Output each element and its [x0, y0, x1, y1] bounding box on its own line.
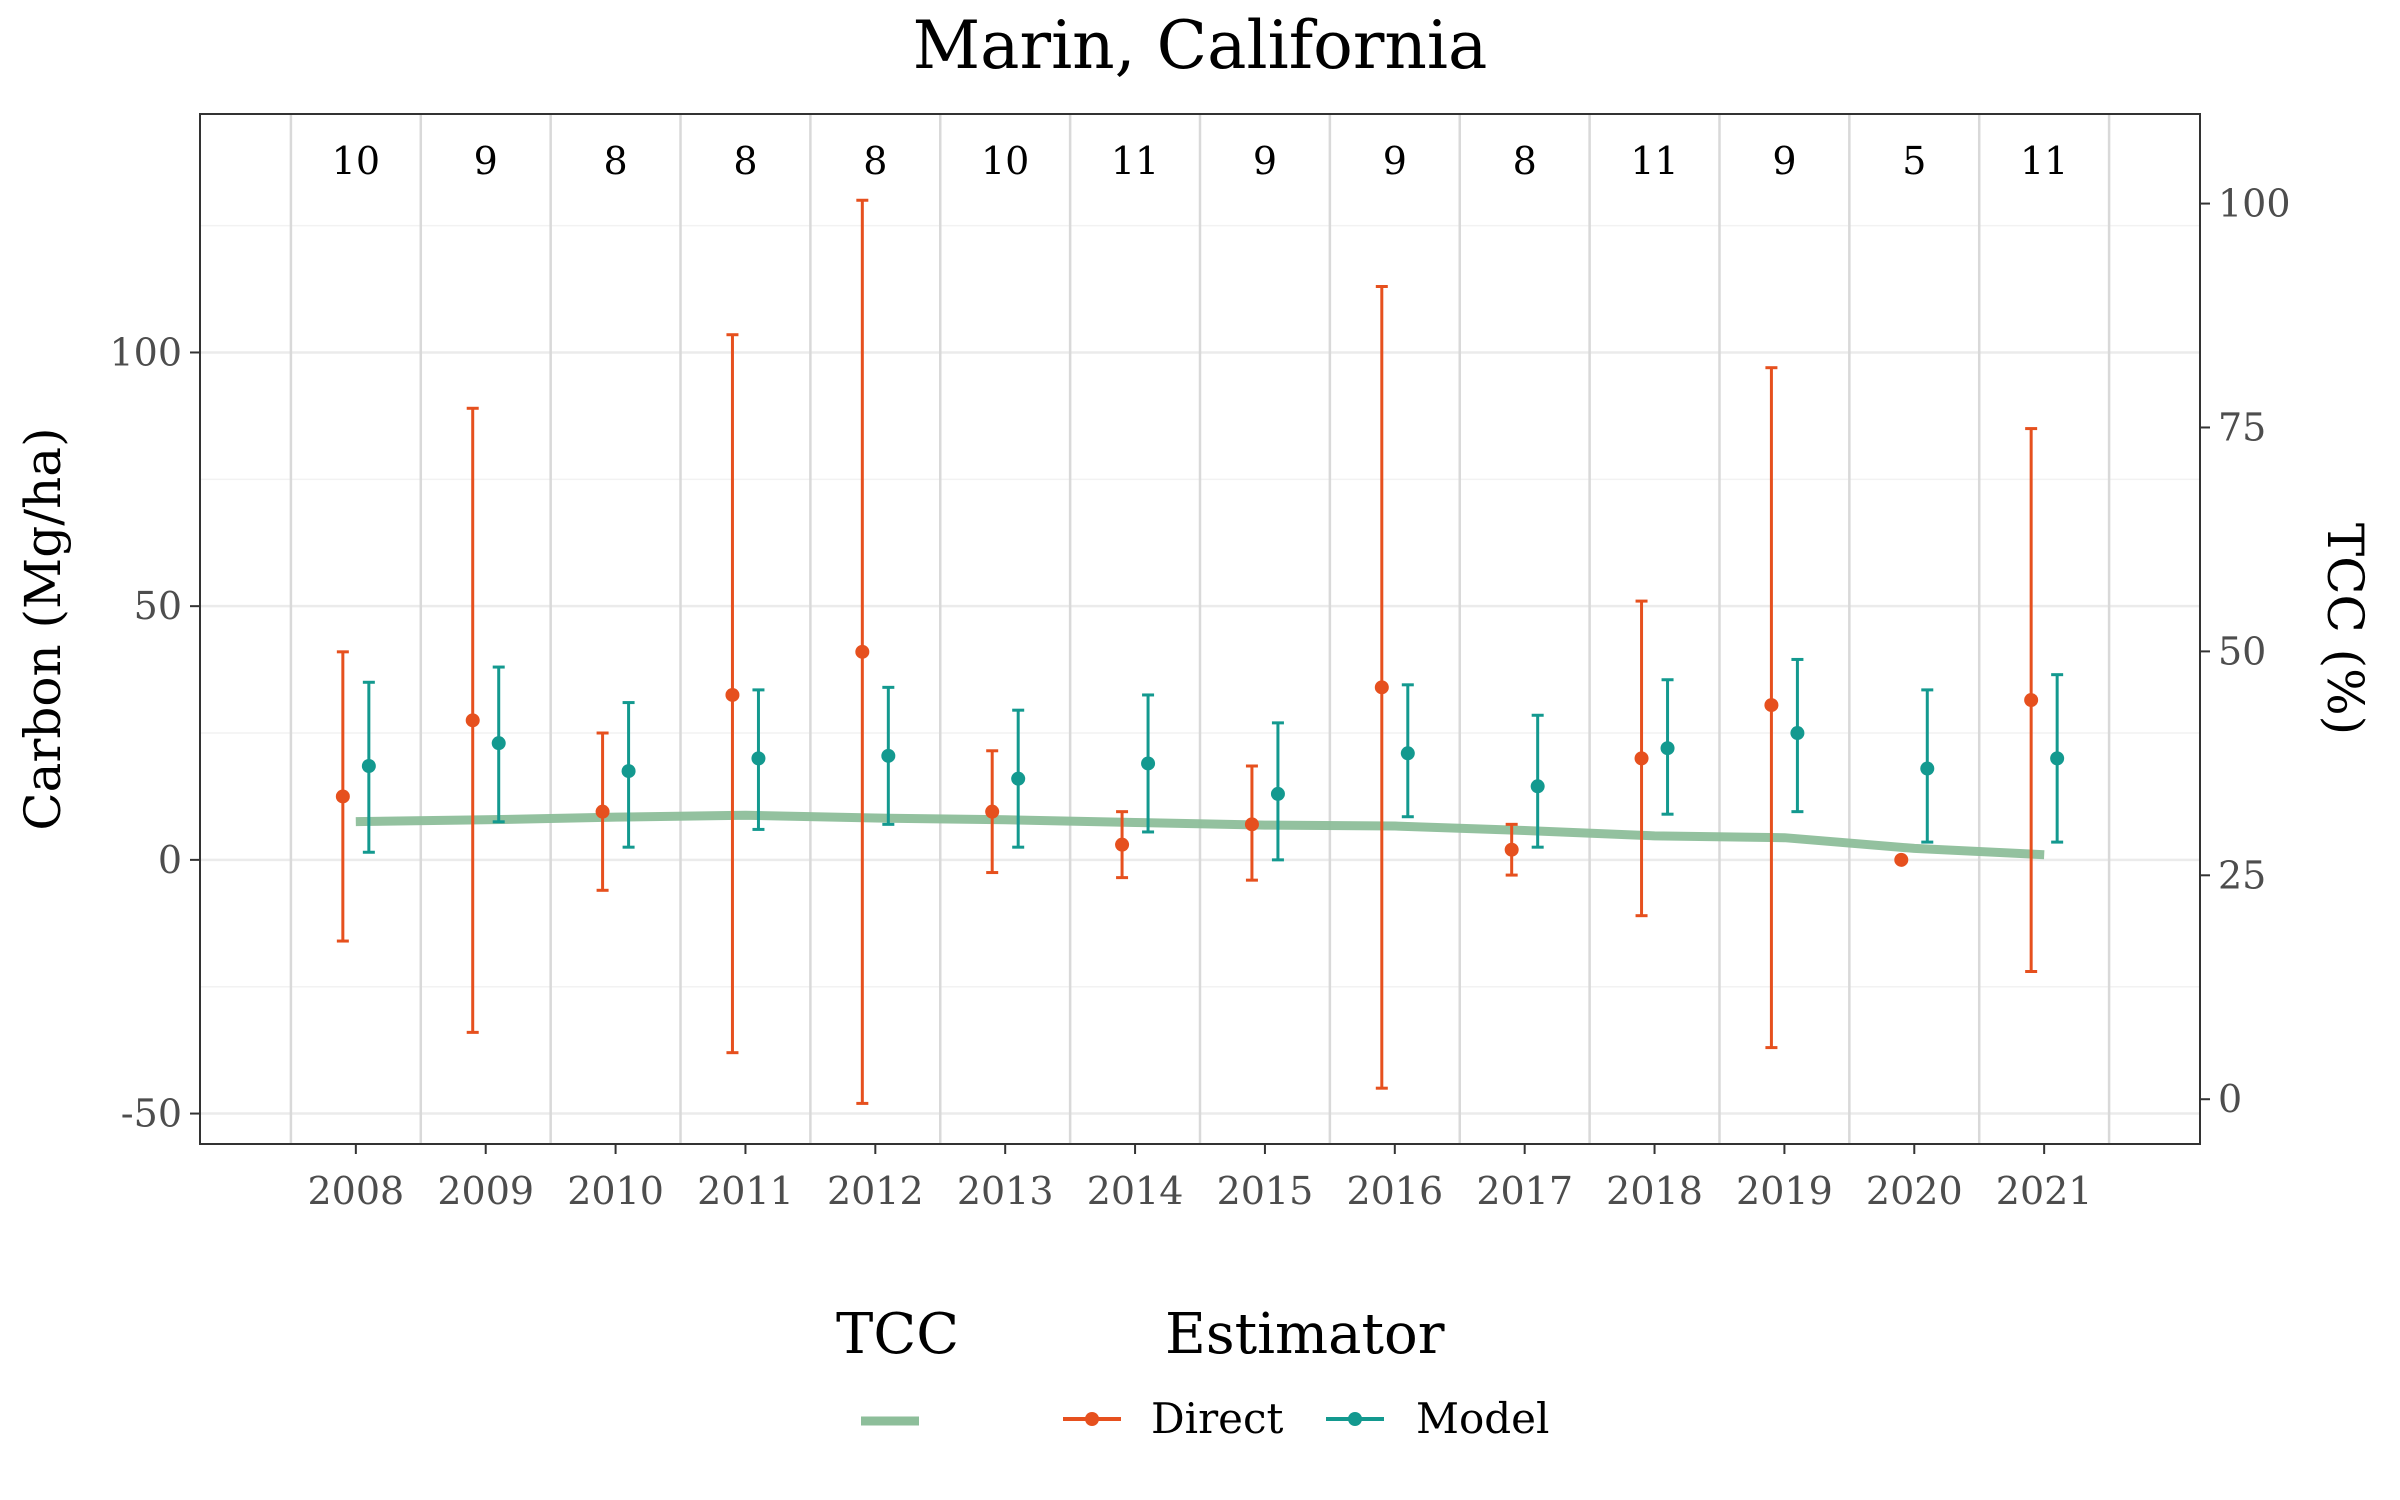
data-point — [1504, 842, 1519, 857]
data-point — [1920, 761, 1935, 776]
x-tick-label: 2011 — [697, 1169, 794, 1213]
tcc-layer — [355, 810, 2045, 860]
x-tick-label: 2019 — [1736, 1169, 1833, 1213]
data-point — [1634, 751, 1649, 766]
data-point — [1141, 756, 1156, 771]
data-point — [2024, 693, 2039, 708]
count-label: 5 — [1902, 139, 1926, 183]
data-point — [1764, 698, 1779, 713]
count-labels: 10 9 8 8 8 10 11 9 9 8 11 9 5 11 — [332, 139, 2069, 183]
data-point — [1530, 779, 1545, 794]
series-layer — [335, 198, 2065, 1105]
x-tick-label: 2016 — [1346, 1169, 1443, 1213]
count-label: 11 — [1111, 139, 1159, 183]
y-tick-label: -50 — [121, 1092, 182, 1136]
count-label: 11 — [2020, 139, 2068, 183]
chart-title: Marin, California — [913, 7, 1488, 84]
legend-key-direct-dot — [1085, 1412, 1099, 1426]
count-label: 8 — [603, 139, 627, 183]
x-tick-label: 2018 — [1606, 1169, 1703, 1213]
count-label: 9 — [1383, 139, 1407, 183]
y2-tick-label: 25 — [2218, 853, 2266, 897]
data-point — [361, 758, 376, 773]
count-label: 11 — [1630, 139, 1678, 183]
y2-tick-label: 0 — [2218, 1077, 2242, 1121]
axes: 2008 2009 2010 2011 2012 2013 2014 2015 2016 2017… — [109, 182, 2290, 1213]
y-tick-label: 0 — [158, 838, 182, 882]
data-point — [881, 748, 896, 763]
data-point — [1660, 741, 1675, 756]
data-point — [855, 644, 870, 659]
data-point — [621, 764, 636, 779]
data-point — [2050, 751, 2065, 766]
x-tick-label: 2008 — [307, 1169, 404, 1213]
y2-tick-label: 50 — [2218, 629, 2266, 673]
y2-tick-label: 75 — [2218, 405, 2266, 449]
series-model — [361, 657, 2065, 862]
count-label: 10 — [332, 139, 380, 183]
count-label: 8 — [733, 139, 757, 183]
count-label: 9 — [1253, 139, 1277, 183]
legend-title-tcc: TCC — [836, 1302, 959, 1367]
count-label: 9 — [1772, 139, 1796, 183]
legend-label-direct: Direct — [1151, 1394, 1284, 1443]
x-tick-label: 2010 — [567, 1169, 664, 1213]
data-point — [1400, 746, 1415, 761]
data-point — [751, 751, 766, 766]
data-point — [1115, 837, 1130, 852]
y2-tick-label: 100 — [2218, 182, 2291, 226]
data-point — [1244, 817, 1259, 832]
x-tick-label: 2015 — [1217, 1169, 1314, 1213]
data-point — [985, 804, 1000, 819]
legend: TCC Estimator Direct Model — [836, 1302, 1549, 1443]
data-point — [1790, 726, 1805, 741]
data-point — [335, 789, 350, 804]
count-label: 8 — [1513, 139, 1537, 183]
x-tick-label: 2017 — [1476, 1169, 1573, 1213]
x-tick-label: 2021 — [1996, 1169, 2093, 1213]
count-label: 9 — [474, 139, 498, 183]
legend-title-estimator: Estimator — [1165, 1302, 1445, 1367]
x-tick-label: 2014 — [1087, 1169, 1184, 1213]
data-point — [1011, 771, 1026, 786]
count-label: 10 — [981, 139, 1029, 183]
data-point — [595, 804, 610, 819]
legend-key-model-dot — [1348, 1412, 1362, 1426]
data-point — [1894, 852, 1909, 867]
y2-axis-title: TCC (%) — [2316, 523, 2374, 735]
x-tick-label: 2012 — [827, 1169, 924, 1213]
data-point — [1270, 786, 1285, 801]
x-tick-label: 2013 — [957, 1169, 1054, 1213]
y-tick-label: 50 — [134, 584, 182, 628]
data-point — [491, 736, 506, 751]
y-tick-label: 100 — [109, 330, 182, 374]
series-direct — [335, 198, 2039, 1105]
data-point — [465, 713, 480, 728]
legend-label-model: Model — [1416, 1394, 1549, 1443]
data-point — [1374, 680, 1389, 695]
x-tick-label: 2009 — [437, 1169, 534, 1213]
data-point — [725, 687, 740, 702]
grid-layer — [200, 114, 2200, 1144]
x-tick-label: 2020 — [1866, 1169, 1963, 1213]
tcc-line — [355, 810, 2045, 860]
y-axis-title: Carbon (Mg/ha) — [14, 427, 72, 830]
count-label: 8 — [863, 139, 887, 183]
plot-panel-border — [199, 113, 2201, 1145]
